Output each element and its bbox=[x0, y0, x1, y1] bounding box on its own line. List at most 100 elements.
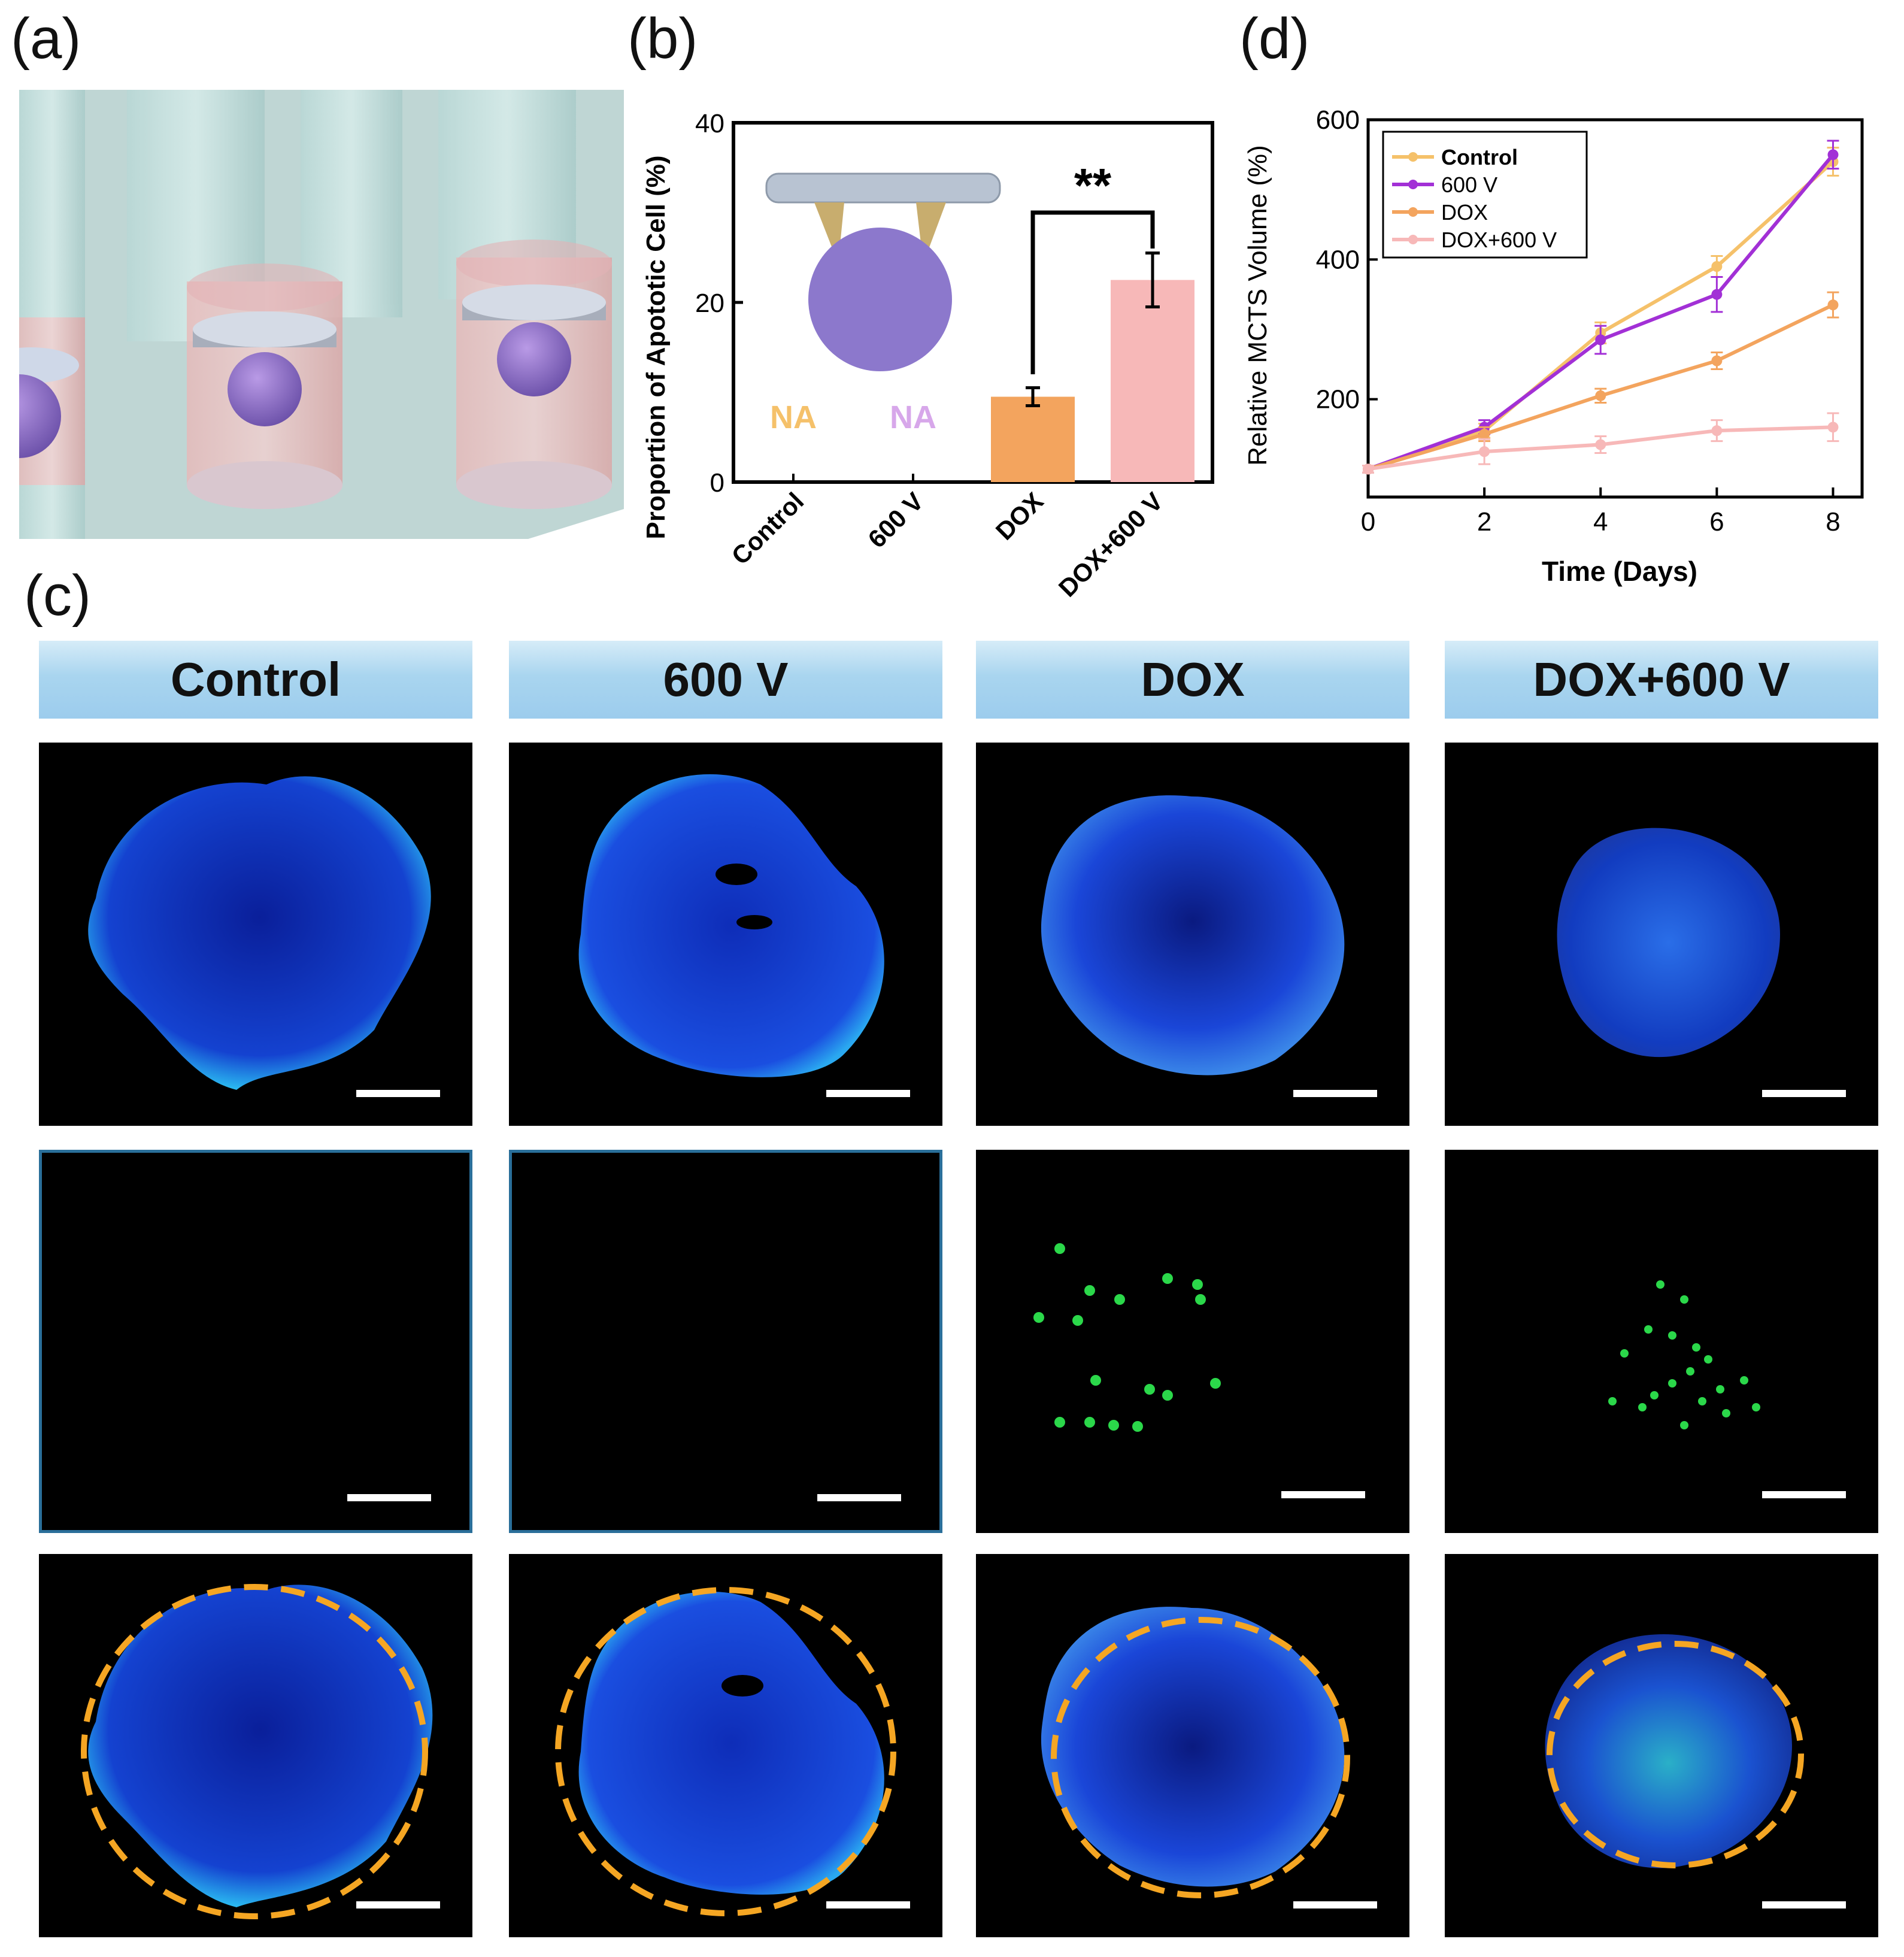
panel-c-label: (c) bbox=[24, 564, 91, 628]
chart-b-xtick-label: DOX+600 V bbox=[1053, 487, 1169, 602]
green-apoptotic-dot bbox=[1054, 1417, 1065, 1428]
panel-c-header-dox: DOX bbox=[976, 641, 1409, 719]
green-apoptotic-dot bbox=[1668, 1331, 1676, 1340]
green-apoptotic-dot bbox=[1680, 1421, 1688, 1429]
green-apoptotic-dot bbox=[1114, 1294, 1125, 1305]
chart-b-xtick-label: Control bbox=[726, 487, 809, 570]
chart-d-legend-marker bbox=[1408, 152, 1418, 162]
chart-d-point bbox=[1479, 429, 1490, 440]
micrograph-dox-blue bbox=[976, 743, 1409, 1126]
green-apoptotic-dot bbox=[1033, 1312, 1044, 1323]
green-apoptotic-dot bbox=[1054, 1243, 1065, 1254]
chart-d-point bbox=[1595, 390, 1606, 401]
green-apoptotic-dot bbox=[1195, 1294, 1206, 1305]
chart-d-legend-label: DOX bbox=[1441, 200, 1488, 225]
panel-c-header-control: Control bbox=[39, 641, 472, 719]
chart-d-ytick-label: 400 bbox=[1316, 245, 1360, 274]
green-apoptotic-dot bbox=[1108, 1420, 1119, 1431]
micrograph-control-blue bbox=[39, 743, 472, 1126]
chart-b-bar bbox=[1111, 280, 1194, 482]
chart-d-point bbox=[1827, 422, 1839, 433]
green-apoptotic-dot bbox=[1668, 1379, 1676, 1388]
green-apoptotic-dot bbox=[1192, 1279, 1203, 1290]
chart-d-ylabel: Relative MCTS Volume (%) bbox=[1245, 145, 1272, 465]
chart-b-xtick-label: DOX bbox=[990, 487, 1049, 546]
green-apoptotic-dot bbox=[1686, 1367, 1694, 1376]
micrograph-dox600v-merge bbox=[1445, 1554, 1878, 1937]
green-apoptotic-dot bbox=[1608, 1397, 1617, 1405]
green-apoptotic-dot bbox=[1620, 1349, 1629, 1358]
chart-b-inset-illustration bbox=[765, 172, 1001, 371]
chart-d-xtick-label: 4 bbox=[1593, 507, 1608, 537]
panel-b-label: (b) bbox=[627, 7, 698, 71]
panel-a-schematic bbox=[19, 90, 624, 539]
micrograph-600v-merge bbox=[509, 1554, 942, 1937]
green-apoptotic-dot bbox=[1084, 1417, 1095, 1428]
chart-d-legend-label: DOX+600 V bbox=[1441, 228, 1557, 252]
green-apoptotic-dot bbox=[1132, 1421, 1143, 1432]
green-apoptotic-dot bbox=[1072, 1315, 1083, 1326]
green-apoptotic-dot bbox=[1680, 1295, 1688, 1304]
green-apoptotic-dot bbox=[1716, 1385, 1724, 1393]
green-apoptotic-dot bbox=[1722, 1409, 1730, 1417]
green-apoptotic-dot bbox=[1650, 1391, 1659, 1399]
micrograph-dox600v-blue bbox=[1445, 743, 1878, 1126]
chart-b-ytick-label: 20 bbox=[695, 289, 724, 318]
chart-d-xtick-label: 6 bbox=[1709, 507, 1724, 537]
green-apoptotic-dot bbox=[1704, 1355, 1712, 1364]
chart-d-legend-marker bbox=[1408, 207, 1418, 217]
green-apoptotic-dot bbox=[1162, 1273, 1173, 1284]
chart-d-point bbox=[1827, 299, 1839, 311]
green-apoptotic-dot bbox=[1162, 1390, 1173, 1401]
chart-d-legend: Control 600 V DOX DOX+600 V bbox=[1382, 131, 1588, 259]
green-apoptotic-dot bbox=[1656, 1280, 1665, 1289]
chart-b-significance-bracket bbox=[1030, 210, 1155, 374]
micrograph-dox-merge bbox=[976, 1554, 1409, 1937]
apoptosis-bar-chart: Proportion of Apototic Cell (%) 0 20 40 Con… bbox=[641, 109, 1214, 602]
chart-b-ytick-label: 40 bbox=[695, 109, 724, 138]
panel-c-header-dox600v: DOX+600 V bbox=[1445, 641, 1878, 719]
chart-d-point bbox=[1595, 439, 1606, 450]
chart-d-legend-marker bbox=[1408, 235, 1418, 244]
chart-d-xtick-label: 8 bbox=[1826, 507, 1840, 537]
green-apoptotic-dot bbox=[1752, 1403, 1760, 1411]
green-apoptotic-dot bbox=[1698, 1397, 1706, 1405]
micrograph-dox600v-green bbox=[1445, 1150, 1878, 1533]
green-apoptotic-dot bbox=[1090, 1375, 1101, 1386]
chart-d-legend-marker bbox=[1408, 180, 1418, 189]
chart-d-xtick-label: 2 bbox=[1477, 507, 1491, 537]
chart-d-point bbox=[1827, 149, 1839, 160]
chart-b-significance-label: ** bbox=[1074, 159, 1112, 212]
chart-d-legend-label: 600 V bbox=[1441, 172, 1497, 197]
chart-b-ytick-label: 0 bbox=[710, 468, 724, 498]
chart-d-point bbox=[1479, 446, 1490, 458]
chart-d-ytick-label: 200 bbox=[1316, 385, 1360, 414]
chart-d-point bbox=[1595, 334, 1606, 346]
chart-d-legend-label: Control bbox=[1441, 145, 1518, 169]
chart-d-point bbox=[1711, 425, 1723, 437]
chart-d-xtick-label: 0 bbox=[1361, 507, 1375, 537]
chart-b-na-label: NA bbox=[890, 399, 936, 435]
chart-d-point bbox=[1711, 289, 1723, 300]
panel-d-label: (d) bbox=[1239, 7, 1310, 71]
micrograph-600v-blue bbox=[509, 743, 942, 1126]
chart-b-bar bbox=[991, 396, 1075, 482]
chart-d-legend-box bbox=[1382, 131, 1588, 259]
green-apoptotic-dot bbox=[1644, 1325, 1653, 1334]
green-apoptotic-dot bbox=[1740, 1376, 1748, 1385]
chart-d-frame bbox=[1366, 118, 1864, 499]
green-apoptotic-dot bbox=[1638, 1403, 1647, 1411]
chart-d-point bbox=[1363, 463, 1374, 475]
micrograph-600v-green bbox=[509, 1150, 942, 1533]
chart-d-xlabel: Time (Days) bbox=[1542, 556, 1697, 587]
panel-c-header-600v: 600 V bbox=[509, 641, 942, 719]
chart-b-xtick-label: 600 V bbox=[863, 487, 929, 553]
panel-a-label: (a) bbox=[11, 7, 81, 71]
green-apoptotic-dot bbox=[1144, 1384, 1155, 1395]
micrograph-dox-green bbox=[976, 1150, 1409, 1533]
micrograph-control-green bbox=[39, 1150, 472, 1533]
green-apoptotic-dot bbox=[1084, 1285, 1095, 1296]
green-apoptotic-dot bbox=[1692, 1343, 1700, 1352]
chart-d-point bbox=[1711, 261, 1723, 272]
green-apoptotic-dot bbox=[1210, 1378, 1221, 1389]
